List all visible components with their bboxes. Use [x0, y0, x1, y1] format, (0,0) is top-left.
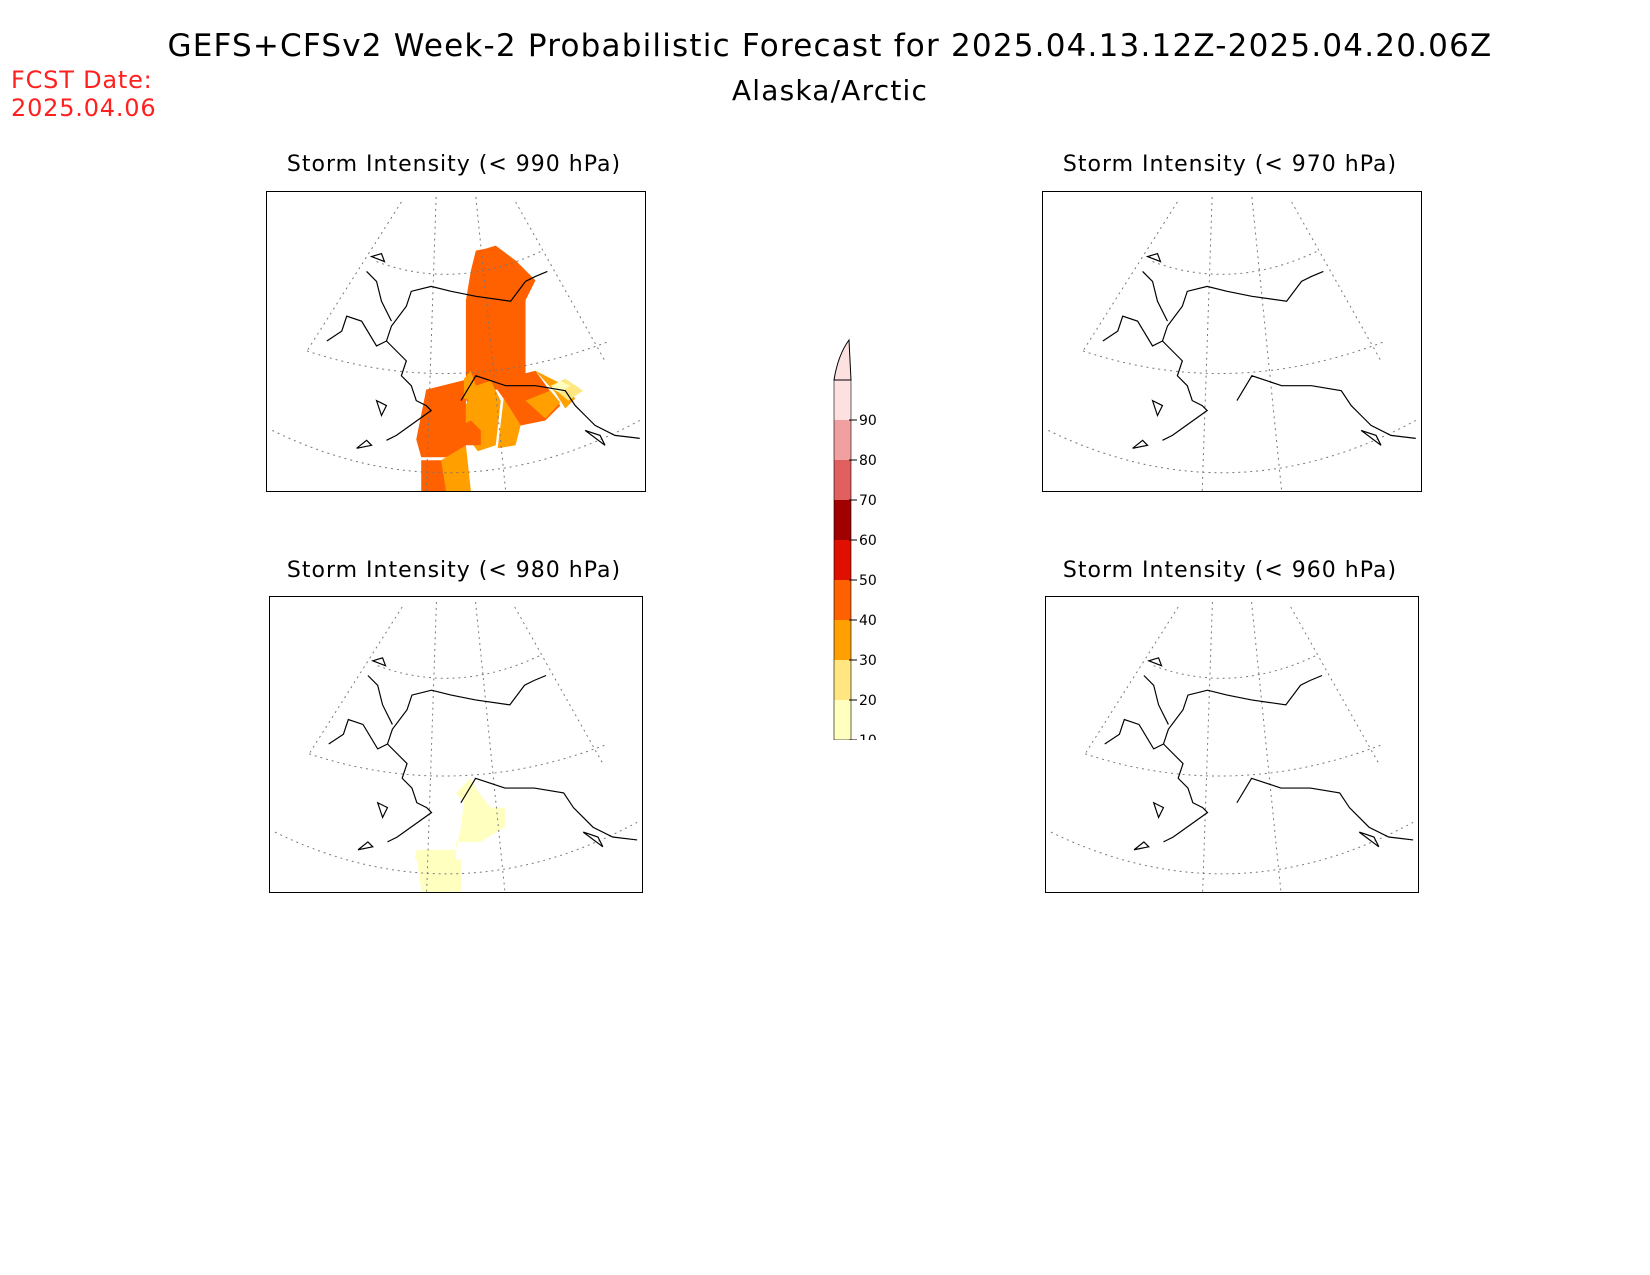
map-panel-980 [269, 596, 643, 893]
colorbar-upper-extension [833, 338, 852, 381]
fcst-date-value: 2025.04.06 [11, 94, 157, 122]
panel-title-970: Storm Intensity (< 970 hPa) [1062, 152, 1398, 177]
colorbar-label-30: 30 [859, 653, 877, 669]
colorbar-label-10: 10 [859, 733, 877, 740]
colorbar-label-70: 70 [859, 493, 877, 509]
coastline-970 [1102, 252, 1416, 449]
colorbar-cell-3 [834, 580, 851, 620]
probability-shading-980 [414, 778, 505, 892]
colorbar-cell-7 [834, 420, 851, 460]
colorbar-cell-5 [834, 500, 851, 540]
colorbar-cell-8 [834, 380, 851, 420]
map-panel-960 [1045, 596, 1419, 893]
colorbar-label-40: 40 [859, 613, 877, 629]
coastline-980 [328, 657, 638, 851]
graticule-960 [1050, 602, 1414, 892]
colorbar-cell-6 [834, 460, 851, 500]
graticule-980 [274, 602, 638, 892]
map-svg-960 [1050, 602, 1414, 892]
colorbar-cell-1 [834, 660, 851, 700]
colorbar-label-50: 50 [859, 573, 877, 589]
graticule-990 [272, 196, 641, 491]
map-panel-970 [1042, 191, 1422, 492]
colorbar-label-80: 80 [859, 453, 877, 469]
colorbar-cell-4 [834, 540, 851, 580]
figure-title: GEFS+CFSv2 Week-2 Probabilistic Forecast… [167, 28, 1493, 64]
graticule-970 [1048, 196, 1417, 491]
forecast-date-label: FCST Date: 2025.04.06 [11, 66, 156, 122]
panel-title-980: Storm Intensity (< 980 hPa) [286, 558, 622, 583]
colorbar-label-20: 20 [859, 693, 877, 709]
colorbar-cell-2 [834, 620, 851, 660]
region-subtitle: Alaska/Arctic [731, 74, 929, 107]
map-svg-970 [1048, 196, 1417, 491]
map-panel-990 [266, 191, 646, 492]
colorbar-label-60: 60 [859, 533, 877, 549]
coastline-960 [1104, 657, 1414, 851]
colorbar-svg: 10 20 30 40 50 60 70 80 90 [833, 338, 877, 779]
map-svg-990 [272, 196, 641, 491]
colorbar-cell-0 [834, 700, 851, 740]
colorbar-label-90: 90 [859, 413, 877, 429]
colorbar: 10 20 30 40 50 60 70 80 90 [800, 320, 900, 779]
probability-shading-990 [416, 245, 584, 491]
coastline-990 [326, 252, 640, 449]
panel-title-960: Storm Intensity (< 960 hPa) [1062, 558, 1398, 583]
fcst-date-caption: FCST Date: [11, 66, 153, 94]
panel-title-990: Storm Intensity (< 990 hPa) [286, 152, 622, 177]
map-svg-980 [274, 602, 638, 892]
